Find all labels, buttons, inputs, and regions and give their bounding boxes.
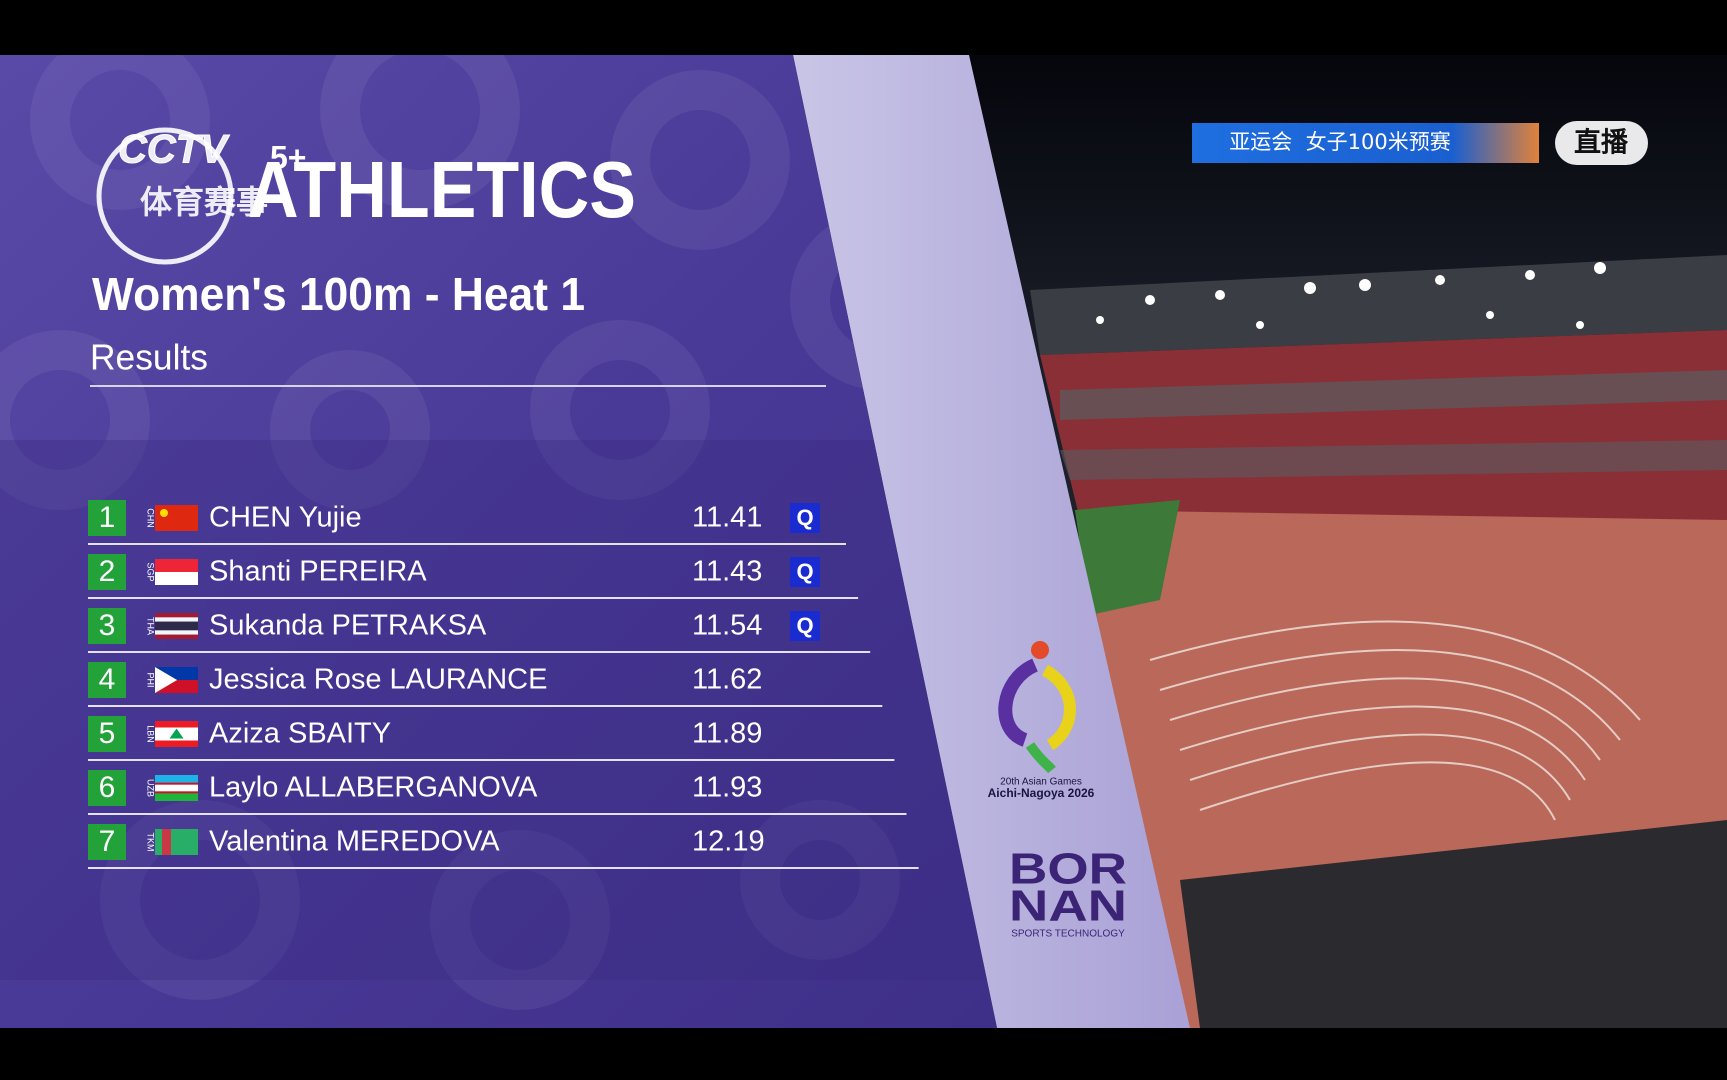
banner-text: 亚运会 女子100米预赛 — [1229, 130, 1450, 154]
rank-box — [88, 716, 126, 752]
result-row: 7 TKM Valentina MEREDOVA 12.19 — [88, 824, 919, 869]
flag-stripe — [155, 617, 198, 622]
live-badge: 直播 — [1555, 121, 1648, 165]
flag-triangle — [155, 667, 178, 693]
brand-line: BOR — [1009, 845, 1127, 894]
flag-field — [155, 829, 198, 855]
results-panel — [0, 55, 997, 1028]
qualifier-box — [790, 611, 820, 641]
rank: 3 — [99, 609, 116, 642]
qualifier: Q — [796, 613, 813, 638]
athlete-name: Sukanda PETRAKSA — [209, 610, 487, 642]
channel-subtitle: 体育赛事 — [140, 183, 268, 221]
athlete-name: Laylo ALLABERGANOVA — [209, 772, 538, 804]
rank-box — [88, 770, 126, 806]
rank-box — [88, 662, 126, 698]
flag-stripe — [155, 783, 198, 793]
rank: 2 — [99, 555, 116, 588]
country-code: CHN — [146, 508, 156, 528]
result-row: 2 SGP Shanti PEREIRA 11.43 Q — [88, 554, 859, 599]
flag-stripe — [155, 630, 198, 635]
flag-stripe — [155, 792, 198, 801]
time: 12.19 — [692, 826, 765, 858]
channel-number: 5+ — [270, 139, 306, 175]
athlete-name: CHEN Yujie — [209, 502, 362, 534]
flag-field — [155, 505, 198, 531]
sport-title: ATHLETICS — [248, 145, 636, 234]
rank-box — [88, 554, 126, 590]
stage-title: Results — [90, 337, 208, 378]
athlete-name: Aziza SBAITY — [209, 718, 391, 750]
rank-box — [88, 608, 126, 644]
rank: 6 — [99, 771, 116, 804]
games-edition: 20th Asian Games — [1000, 777, 1082, 788]
channel-logo: CCTV 5+ 体育赛事 — [96, 127, 306, 265]
flag-cedar — [169, 728, 184, 739]
flag-stripe — [155, 634, 198, 639]
time: 11.62 — [692, 664, 762, 696]
rank: 5 — [99, 717, 116, 750]
country-code: PHI — [146, 672, 156, 687]
rank-box — [88, 500, 126, 536]
athlete-name: Valentina MEREDOVA — [209, 826, 500, 858]
flag-stripe — [155, 613, 198, 618]
qualifier-box — [790, 503, 820, 533]
country-code: SGP — [146, 562, 156, 581]
athlete-name: Shanti PEREIRA — [209, 556, 427, 588]
panel-stripe — [793, 55, 1190, 1028]
country-code: TKM — [146, 833, 156, 852]
rank: 1 — [99, 501, 116, 534]
country-code: THA — [146, 617, 156, 635]
qualifier: Q — [796, 505, 813, 530]
brand-tagline: SPORTS TECHNOLOGY — [1011, 929, 1125, 940]
rank-box — [88, 824, 126, 860]
athlete-name: Jessica Rose LAURANCE — [209, 664, 547, 696]
qualifier-box — [790, 557, 820, 587]
channel-name: CCTV — [118, 128, 230, 172]
time: 11.41 — [692, 502, 762, 534]
flag-stripe — [155, 559, 198, 572]
brand-line: NAN — [1009, 882, 1127, 931]
flag-stripe — [155, 775, 198, 784]
panel-pattern — [0, 55, 970, 1010]
country-code: UZB — [146, 779, 156, 797]
flag-band — [162, 829, 171, 855]
event-banner: 亚运会 女子100米预赛 — [1192, 123, 1539, 163]
result-row: 6 UZB Laylo ALLABERGANOVA 11.93 — [88, 770, 907, 815]
qualifier: Q — [796, 559, 813, 584]
live-text: 直播 — [1574, 128, 1629, 159]
rank: 7 — [99, 825, 116, 858]
results-table: 1 CHN CHEN Yujie 11.41 Q 2 SGP Shanti PEREIRA 11… — [88, 500, 919, 869]
time: 11.43 — [692, 556, 762, 588]
games-logo: 20th Asian Games Aichi-Nagoya 2026 — [988, 641, 1095, 800]
games-host: Aichi-Nagoya 2026 — [988, 786, 1095, 800]
flag-stripe — [155, 621, 198, 631]
brand-logo: BOR NAN SPORTS TECHNOLOGY — [1009, 845, 1127, 940]
event-title: Women's 100m - Heat 1 — [92, 268, 585, 320]
country-code: LBN — [146, 725, 156, 743]
result-row: 1 CHN CHEN Yujie 11.41 Q — [88, 500, 846, 545]
time: 11.89 — [692, 718, 762, 750]
stadium-photo — [900, 55, 1727, 1028]
time: 11.54 — [692, 610, 762, 642]
result-row: 5 LBN Aziza SBAITY 11.89 — [88, 716, 895, 761]
flag-line — [155, 782, 198, 785]
flag-line — [155, 791, 198, 794]
result-row: 3 THA Sukanda PETRAKSA 11.54 Q — [88, 608, 871, 653]
time: 11.93 — [692, 772, 762, 804]
flag-star — [160, 509, 168, 517]
rank: 4 — [99, 663, 116, 696]
result-row: 4 PHI Jessica Rose LAURANCE 11.62 — [88, 662, 883, 707]
